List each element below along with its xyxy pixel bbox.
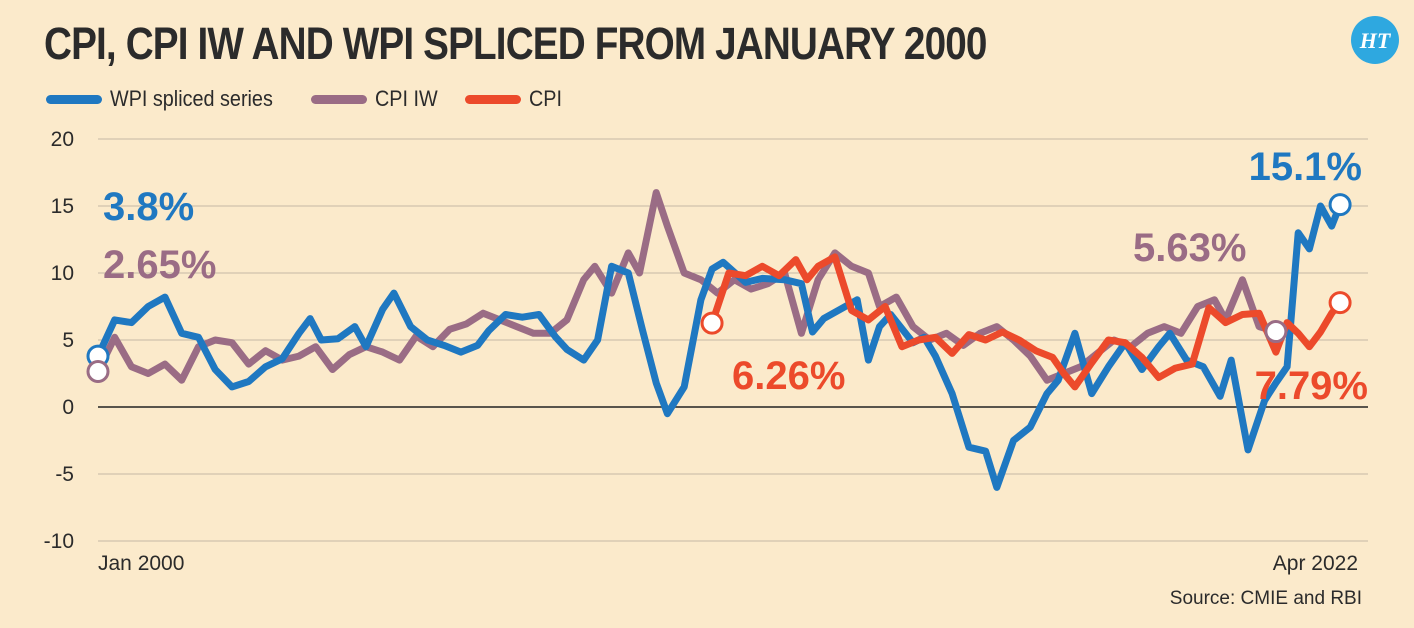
annotation-label: 5.63% bbox=[1133, 226, 1246, 270]
annotation-label: 15.1% bbox=[1249, 145, 1362, 189]
y-tick-label: -10 bbox=[44, 530, 74, 553]
legend-item-cpi: CPI bbox=[464, 86, 566, 112]
legend-label-cpi-iw: CPI IW bbox=[374, 86, 438, 111]
annotation-label: 3.8% bbox=[103, 185, 194, 229]
data-point-marker bbox=[700, 311, 724, 335]
legend-swatch-wpi bbox=[46, 94, 102, 104]
ht-logo-text: HT bbox=[1359, 28, 1392, 53]
legend-label-cpi: CPI bbox=[528, 86, 562, 111]
data-point-marker bbox=[1328, 193, 1352, 217]
data-point-marker bbox=[86, 359, 110, 383]
source-note: Source: CMIE and RBI bbox=[1169, 588, 1362, 609]
series-line-cpi bbox=[708, 253, 1344, 391]
series-line-cpi-iw bbox=[94, 189, 1280, 384]
data-point-marker bbox=[1328, 291, 1352, 315]
legend-item-wpi: WPI spliced series bbox=[46, 86, 291, 112]
legend-swatch-cpi bbox=[464, 94, 521, 104]
ht-logo-icon: HT bbox=[1351, 16, 1399, 64]
y-tick-label: 15 bbox=[51, 195, 74, 218]
chart-title: CPI, CPI IW AND WPI SPLICED FROM JANUARY… bbox=[44, 18, 987, 69]
y-tick-label: 0 bbox=[62, 396, 74, 419]
annotation-label: 2.65% bbox=[103, 243, 216, 287]
x-tick-label: Jan 2000 bbox=[98, 552, 184, 575]
annotation-label: 6.26% bbox=[732, 354, 845, 398]
y-tick-label: -5 bbox=[55, 463, 74, 486]
y-tick-label: 5 bbox=[62, 329, 74, 352]
chart-legend: WPI spliced series CPI IW CPI bbox=[46, 84, 585, 114]
x-tick-label: Apr 2022 bbox=[1273, 552, 1358, 575]
y-tick-label: 20 bbox=[51, 128, 74, 151]
annotation-label: 7.79% bbox=[1255, 364, 1368, 408]
y-tick-label: 10 bbox=[51, 262, 74, 285]
legend-item-cpi-iw: CPI IW bbox=[310, 86, 445, 112]
legend-swatch-cpi-iw bbox=[310, 94, 367, 104]
legend-label-wpi: WPI spliced series bbox=[110, 86, 273, 111]
data-point-marker bbox=[1264, 320, 1288, 344]
